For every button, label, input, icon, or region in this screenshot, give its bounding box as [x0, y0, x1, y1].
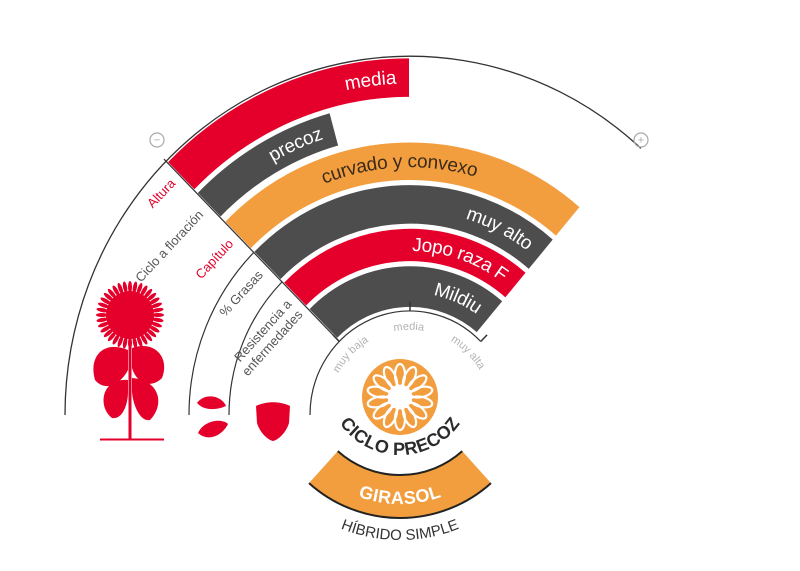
hybrid-type-label-text: HÍBRIDO SIMPLE — [339, 516, 461, 544]
crop-band-outer-line — [308, 482, 492, 519]
scale-tick — [480, 334, 488, 342]
trait-label: Capítulo — [192, 236, 236, 282]
crop-band — [309, 451, 491, 519]
crop-band-inner-line — [337, 450, 463, 476]
guide-arc — [228, 281, 283, 416]
sunflower-plant-icon — [93, 281, 165, 441]
scale-label: muy alta — [449, 333, 488, 372]
trait-band-3 — [251, 183, 556, 282]
trait-separator-line — [163, 158, 340, 342]
trait-band-0 — [165, 56, 411, 193]
trait-band-2 — [222, 140, 583, 251]
hybrid-type-label: HÍBRIDO SIMPLE — [339, 516, 461, 544]
outer-scale-arc — [64, 55, 642, 416]
scale-label-text: muy alta — [449, 333, 488, 372]
trait-band-5 — [306, 264, 505, 341]
guide-arc — [188, 252, 255, 416]
scale-label-text: media — [393, 321, 426, 335]
minus-sign-label: − — [154, 135, 160, 147]
inner-scale-arc — [309, 310, 482, 416]
plus-sign-label: + — [638, 135, 644, 147]
scale-tick — [332, 334, 340, 342]
seeds-icon — [197, 396, 228, 438]
sunflower-logo-icon — [362, 359, 438, 435]
shield-icon — [256, 402, 290, 441]
plus-sign-icon: + — [633, 132, 649, 148]
trait-band-4 — [281, 226, 529, 309]
trait-band-1 — [195, 110, 341, 220]
scale-label: media — [393, 321, 426, 335]
minus-sign-icon: − — [149, 132, 165, 148]
